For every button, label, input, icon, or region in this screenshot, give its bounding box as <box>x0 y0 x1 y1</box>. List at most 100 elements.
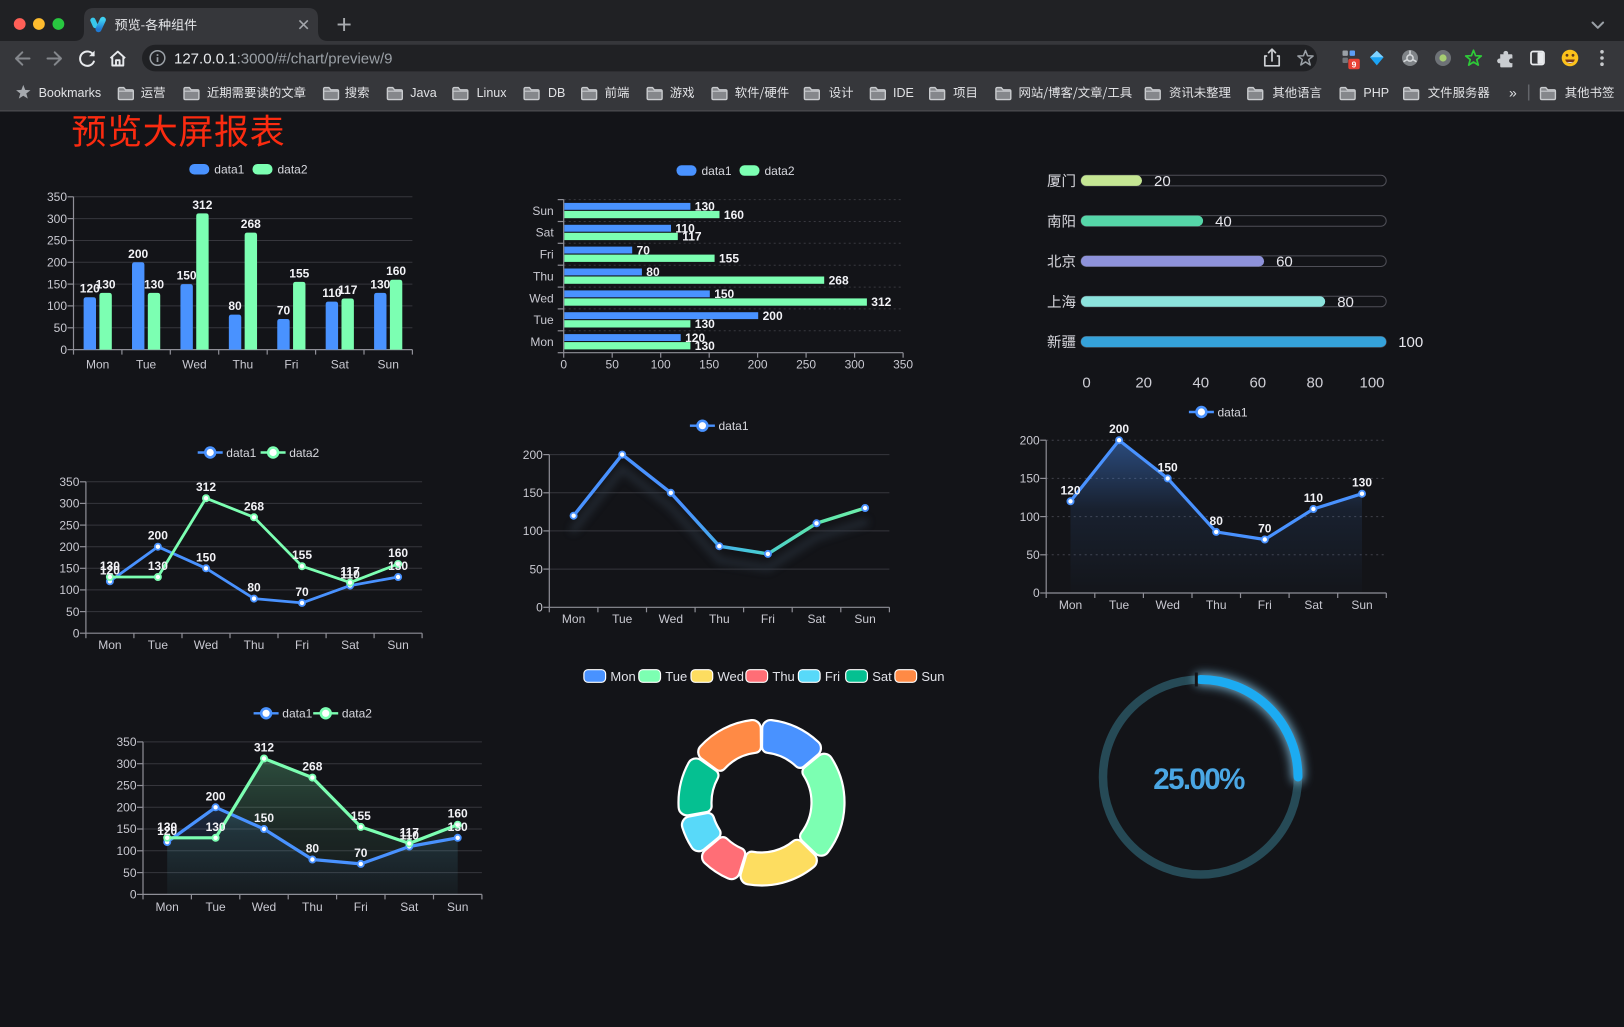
svg-text:50: 50 <box>54 321 68 335</box>
svg-text:150: 150 <box>254 811 274 825</box>
svg-text:130: 130 <box>1352 476 1372 490</box>
svg-text:200: 200 <box>523 448 543 462</box>
svg-text:其他书签: 其他书签 <box>1565 83 1615 101</box>
svg-text:150: 150 <box>59 562 79 576</box>
svg-text:Tue: Tue <box>136 358 157 372</box>
svg-text:120: 120 <box>685 331 705 345</box>
svg-text:data1: data1 <box>226 446 256 460</box>
svg-text:北京: 北京 <box>1047 251 1076 272</box>
svg-text:data2: data2 <box>765 164 795 178</box>
svg-text:110: 110 <box>675 221 695 235</box>
svg-text:data2: data2 <box>342 707 372 721</box>
svg-text:155: 155 <box>351 809 371 823</box>
svg-text:350: 350 <box>116 735 136 749</box>
svg-text:200: 200 <box>1020 433 1040 447</box>
svg-text:data2: data2 <box>278 163 308 177</box>
svg-text:Thu: Thu <box>233 358 254 372</box>
svg-text:300: 300 <box>845 358 865 372</box>
svg-text:Sat: Sat <box>331 358 350 372</box>
svg-text:Mon: Mon <box>98 638 121 652</box>
svg-text:100: 100 <box>1398 334 1423 351</box>
svg-text:Mon: Mon <box>610 669 635 684</box>
svg-text:130: 130 <box>695 200 715 214</box>
svg-text:新疆: 新疆 <box>1047 331 1076 352</box>
svg-text:60: 60 <box>1249 375 1266 392</box>
svg-text:250: 250 <box>796 358 816 372</box>
svg-text:200: 200 <box>116 801 136 815</box>
svg-text:80: 80 <box>1307 375 1324 392</box>
svg-text:搜索: 搜索 <box>345 83 370 101</box>
svg-text:游戏: 游戏 <box>670 83 695 101</box>
svg-text:0: 0 <box>130 888 137 902</box>
svg-text:130: 130 <box>695 317 715 331</box>
svg-text:50: 50 <box>1026 548 1040 562</box>
svg-text:0: 0 <box>1082 375 1090 392</box>
svg-text:268: 268 <box>829 273 849 287</box>
svg-text:Sun: Sun <box>1351 598 1372 612</box>
svg-text:130: 130 <box>96 277 116 291</box>
svg-text:40: 40 <box>1215 213 1232 230</box>
svg-text:200: 200 <box>128 247 148 261</box>
svg-text:设计: 设计 <box>829 83 854 101</box>
svg-text:Sat: Sat <box>1304 598 1323 612</box>
svg-text:120: 120 <box>100 563 120 577</box>
svg-text:70: 70 <box>1258 522 1272 536</box>
svg-text:Thu: Thu <box>302 900 323 914</box>
svg-text:117: 117 <box>338 283 358 297</box>
svg-text:268: 268 <box>241 217 261 231</box>
svg-text:350: 350 <box>893 358 913 372</box>
svg-text:50: 50 <box>66 605 80 619</box>
svg-text:80: 80 <box>247 581 261 595</box>
svg-text:268: 268 <box>244 499 264 513</box>
svg-text:Mon: Mon <box>530 335 553 349</box>
svg-text:130: 130 <box>206 820 226 834</box>
svg-text:200: 200 <box>148 529 168 543</box>
svg-text:Linux: Linux <box>477 86 508 100</box>
svg-text:250: 250 <box>59 518 79 532</box>
svg-text:80: 80 <box>646 265 660 279</box>
svg-text:Wed: Wed <box>529 291 553 305</box>
svg-text:300: 300 <box>47 212 67 226</box>
svg-text:Thu: Thu <box>1206 598 1227 612</box>
svg-text:130: 130 <box>695 339 715 353</box>
svg-text:80: 80 <box>306 842 320 856</box>
svg-text:110: 110 <box>1304 491 1324 505</box>
svg-text:Tue: Tue <box>665 669 687 684</box>
svg-text:150: 150 <box>177 269 197 283</box>
svg-text:200: 200 <box>59 540 79 554</box>
svg-text:Fri: Fri <box>354 900 368 914</box>
svg-text:312: 312 <box>871 295 891 309</box>
svg-text:0: 0 <box>536 601 543 615</box>
svg-text:117: 117 <box>400 825 420 839</box>
svg-text:Sat: Sat <box>872 669 892 684</box>
svg-text:Sat: Sat <box>341 638 360 652</box>
svg-text:Sun: Sun <box>387 638 408 652</box>
svg-text:0: 0 <box>60 343 67 357</box>
svg-text:130: 130 <box>448 820 468 834</box>
svg-text:130: 130 <box>388 559 408 573</box>
svg-text:Sun: Sun <box>378 358 399 372</box>
svg-text:厦门: 厦门 <box>1047 170 1076 191</box>
svg-text:前端: 前端 <box>605 83 630 101</box>
svg-text:Wed: Wed <box>182 358 206 372</box>
svg-text:100: 100 <box>47 299 67 313</box>
svg-text:120: 120 <box>1060 483 1080 497</box>
svg-text:150: 150 <box>196 550 216 564</box>
svg-text:80: 80 <box>1337 294 1354 311</box>
svg-text:Sun: Sun <box>532 204 553 218</box>
svg-text:150: 150 <box>699 358 719 372</box>
svg-text:100: 100 <box>59 583 79 597</box>
svg-text:312: 312 <box>254 741 274 755</box>
svg-text:200: 200 <box>763 309 783 323</box>
svg-text:130: 130 <box>100 559 120 573</box>
svg-text:150: 150 <box>116 822 136 836</box>
svg-text:312: 312 <box>192 198 212 212</box>
svg-text:data1: data1 <box>282 707 312 721</box>
svg-text:上海: 上海 <box>1047 291 1076 312</box>
svg-text:70: 70 <box>277 304 291 318</box>
svg-text:110: 110 <box>340 568 360 582</box>
svg-text:268: 268 <box>302 760 322 774</box>
svg-text:70: 70 <box>295 585 309 599</box>
svg-text:250: 250 <box>116 779 136 793</box>
svg-text:0: 0 <box>560 358 567 372</box>
